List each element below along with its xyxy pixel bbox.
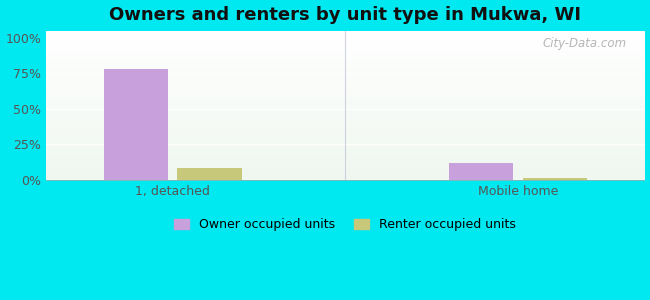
Title: Owners and renters by unit type in Mukwa, WI: Owners and renters by unit type in Mukwa… [109, 6, 581, 24]
Bar [177, 168, 242, 180]
Bar [523, 178, 587, 180]
Bar [449, 163, 514, 180]
Legend: Owner occupied units, Renter occupied units: Owner occupied units, Renter occupied un… [170, 213, 521, 236]
Bar [104, 69, 168, 180]
Text: City-Data.com: City-Data.com [542, 37, 627, 50]
